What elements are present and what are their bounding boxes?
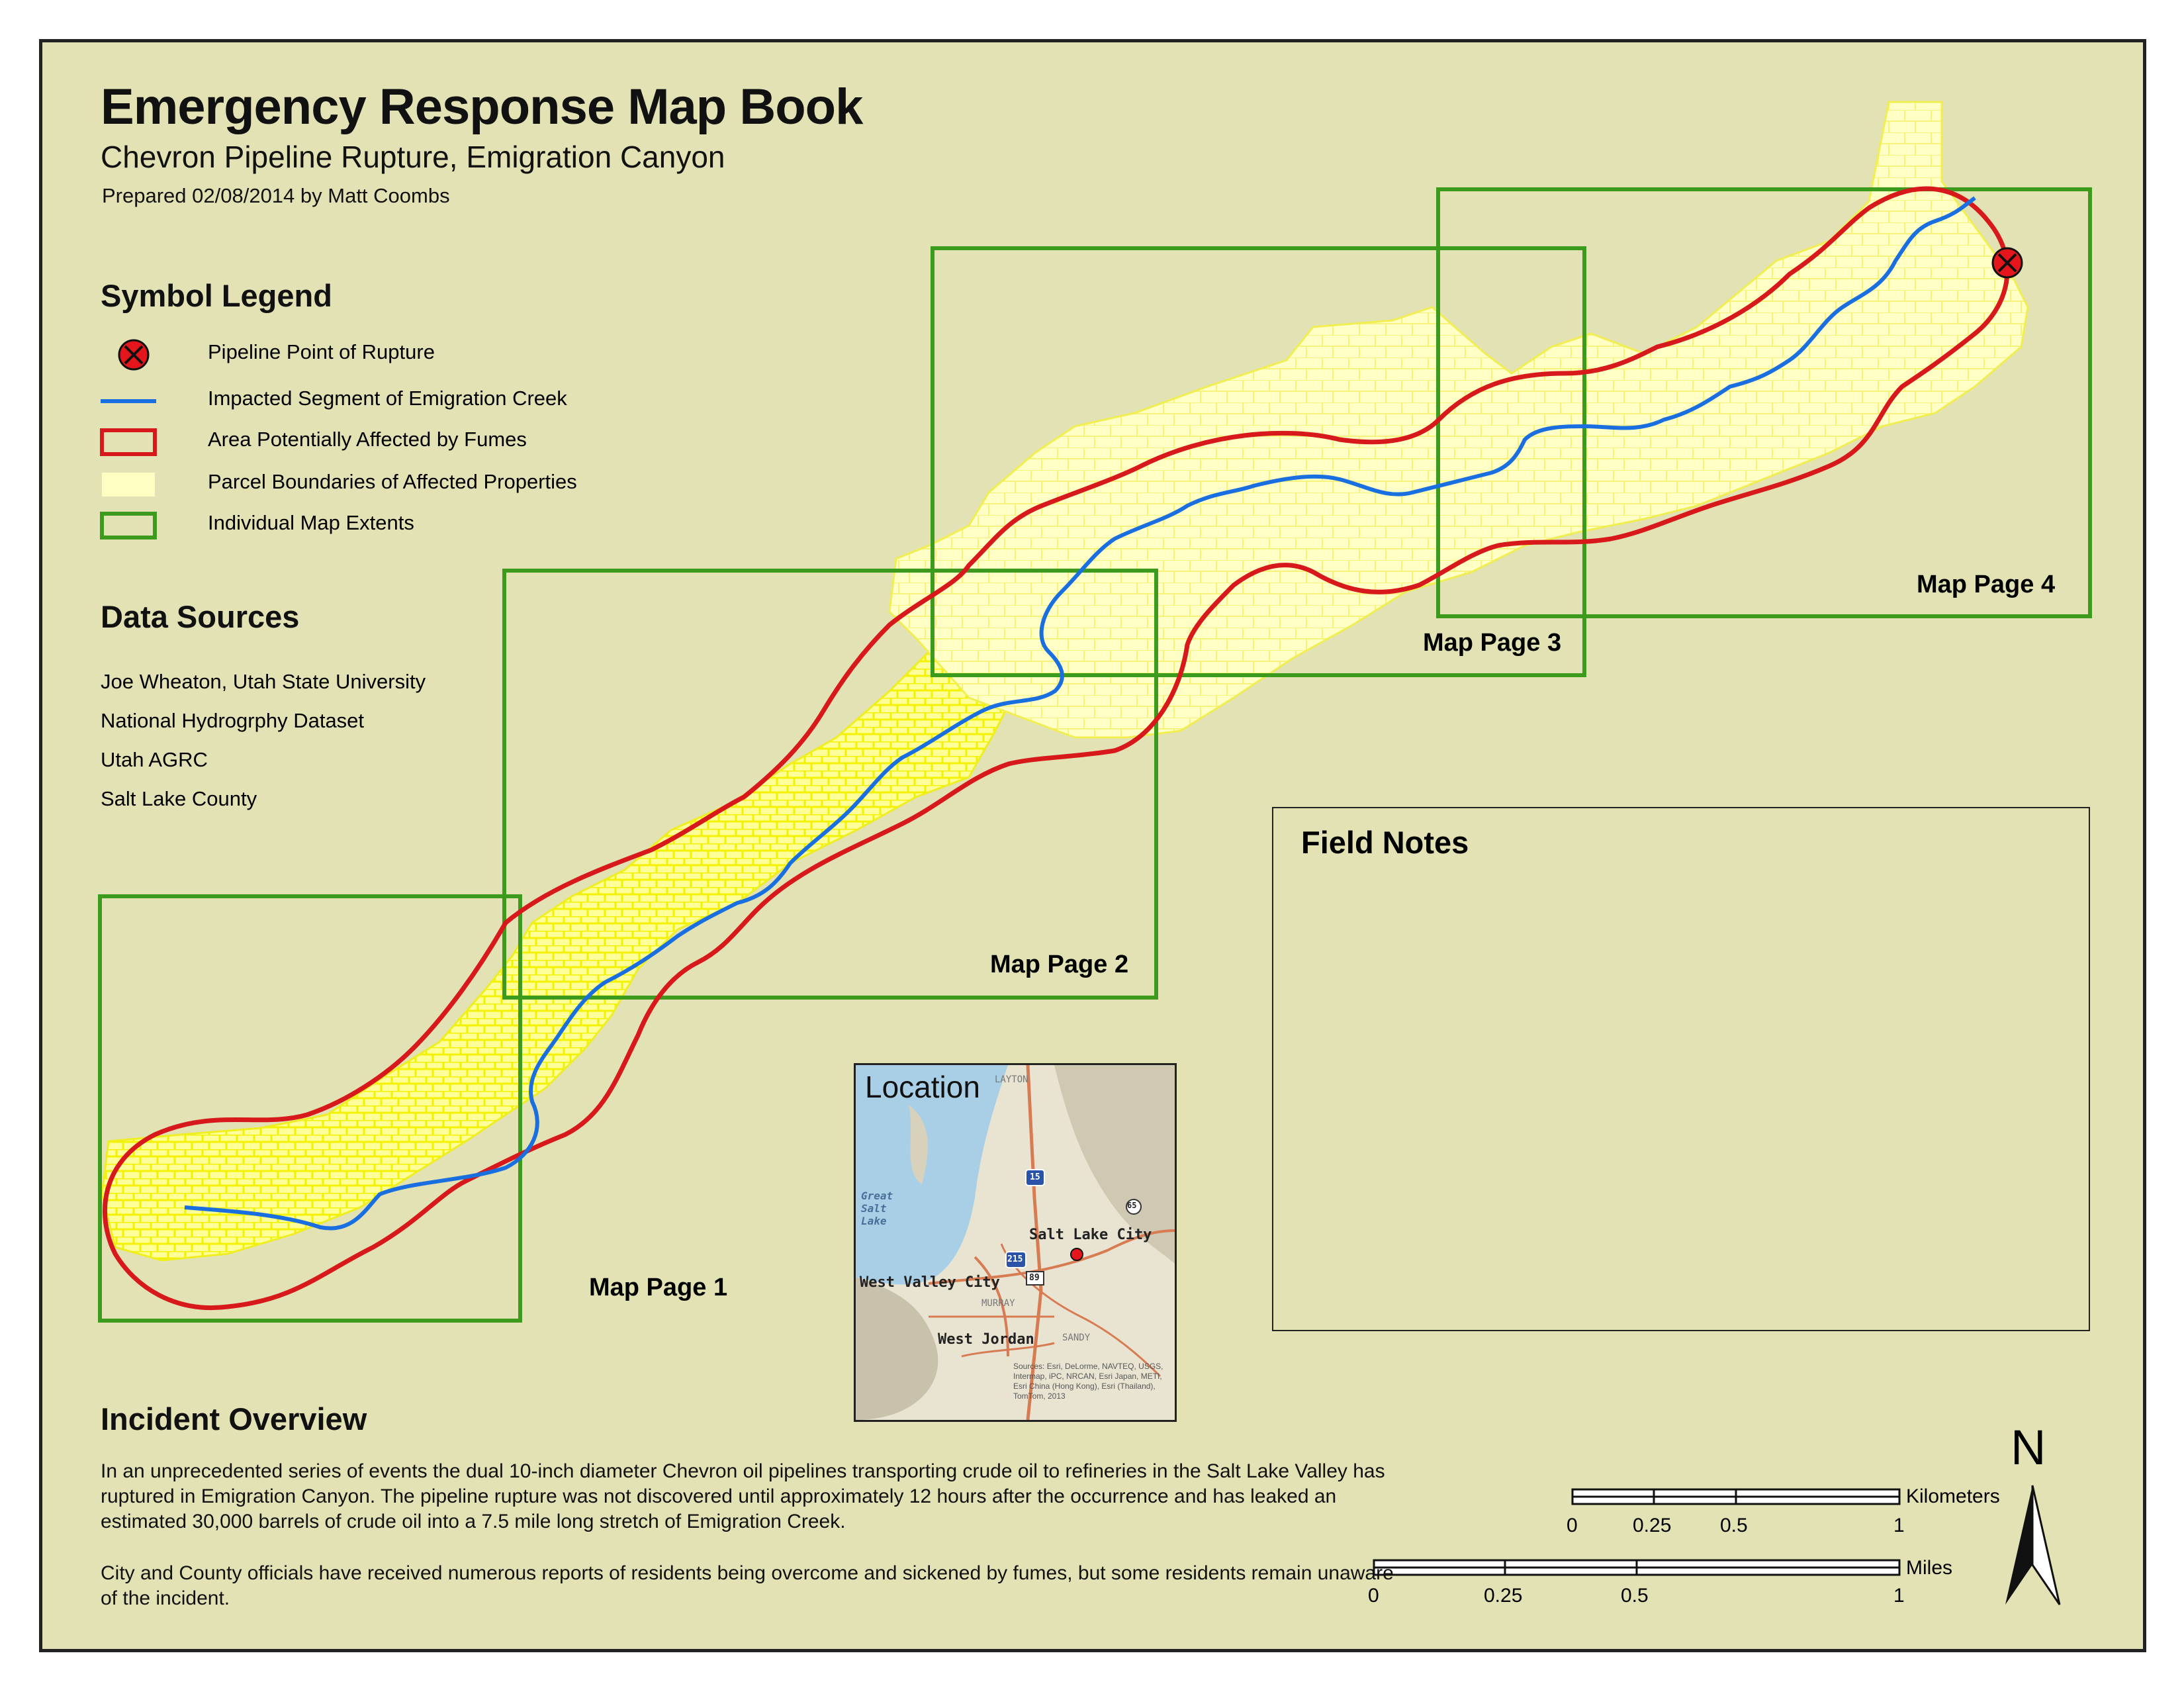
north-label: N [2011, 1420, 2046, 1475]
map-extents [98, 187, 2092, 1323]
incident-overview-paragraph-2: City and County officials have received … [101, 1562, 1394, 1609]
parcels-upper [888, 101, 2029, 739]
data-source-item: National Hydrogrphy Dataset [101, 709, 365, 732]
inset-credit: Sources: Esri, DeLorme, NAVTEQ, USGS, In… [1013, 1362, 1163, 1401]
scale-km-tick: 0 [1567, 1515, 1578, 1536]
scale-bar-km [1571, 1488, 1901, 1505]
extent-page-1 [98, 894, 522, 1323]
scale-km-tick: 0.25 [1633, 1515, 1672, 1536]
map-page-3-label: Map Page 3 [1423, 629, 1562, 657]
inset-basemap [856, 1065, 1175, 1420]
extent-page-4 [1436, 187, 2092, 618]
fume-area-outline [103, 186, 2010, 1310]
data-source-item: Salt Lake County [101, 787, 257, 810]
scale-km-tick: 1 [1893, 1515, 1905, 1536]
field-notes-title: Field Notes [1301, 825, 1469, 860]
legend-heading: Symbol Legend [101, 278, 332, 313]
extent-page-2 [502, 569, 1158, 1000]
scale-km-tick: 0.5 [1720, 1515, 1748, 1536]
legend-label: Pipeline Point of Rupture [208, 340, 435, 363]
data-sources-heading: Data Sources [101, 599, 300, 634]
city-label-west-jordan: West Jordan [938, 1331, 1034, 1348]
incident-overview-heading: Incident Overview [101, 1401, 367, 1436]
map-page-1-label: Map Page 1 [589, 1274, 728, 1301]
scale-miles-tick: 0 [1368, 1585, 1379, 1607]
incident-overview-paragraph-1: In an unprecedented series of events the… [101, 1460, 1385, 1532]
field-notes-box: Field Notes [1272, 807, 2090, 1331]
location-inset-map: Location Great Salt Lake Salt Lake City … [854, 1063, 1177, 1422]
creek-line [184, 196, 1976, 1231]
scale-miles-unit: Miles [1906, 1557, 1953, 1579]
map-page-2-label: Map Page 2 [990, 951, 1129, 978]
north-arrow-icon [2005, 1485, 2061, 1605]
map-subtitle: Chevron Pipeline Rupture, Emigration Can… [101, 140, 725, 174]
map-page-4-label: Map Page 4 [1917, 571, 2056, 598]
data-source-item: Joe Wheaton, Utah State University [101, 670, 426, 693]
legend-label: Individual Map Extents [208, 511, 414, 534]
interstate-215-shield-icon: 215 [1007, 1254, 1023, 1264]
highway-65-shield-icon: 65 [1127, 1201, 1137, 1210]
scale-km-unit: Kilometers [1906, 1485, 2000, 1507]
town-label-murray: MURRAY [981, 1298, 1015, 1309]
scale-miles-tick: 0.25 [1484, 1585, 1523, 1607]
inset-title: Location [865, 1070, 980, 1104]
rupture-point-marker [1991, 247, 2023, 279]
map-frame: Emergency Response Map Book Chevron Pipe… [39, 39, 2146, 1652]
legend-label: Impacted Segment of Emigration Creek [208, 387, 567, 410]
prepared-by: Prepared 02/08/2014 by Matt Coombs [102, 184, 450, 207]
city-label-salt-lake-city: Salt Lake City [1029, 1227, 1152, 1243]
legend-symbols [100, 339, 157, 539]
great-salt-lake-label: Great Salt Lake [861, 1190, 893, 1227]
scale-miles-tick: 0.5 [1621, 1585, 1649, 1607]
scale-miles-tick: 1 [1893, 1585, 1905, 1607]
interstate-15-shield-icon: 15 [1030, 1172, 1040, 1182]
town-label-sandy: SANDY [1062, 1333, 1091, 1343]
extent-page-3 [931, 246, 1586, 677]
town-label-layton: LAYTON [995, 1074, 1028, 1085]
city-label-west-valley-city: West Valley City [860, 1274, 1000, 1291]
map-title: Emergency Response Map Book [101, 79, 863, 135]
scale-bar-miles [1373, 1559, 1901, 1576]
highway-89-shield-icon: 89 [1029, 1273, 1040, 1283]
legend-label: Area Potentially Affected by Fumes [208, 428, 527, 451]
legend-label: Parcel Boundaries of Affected Properties [208, 470, 577, 493]
data-source-item: Utah AGRC [101, 748, 208, 771]
map-canvas [98, 101, 2092, 1605]
